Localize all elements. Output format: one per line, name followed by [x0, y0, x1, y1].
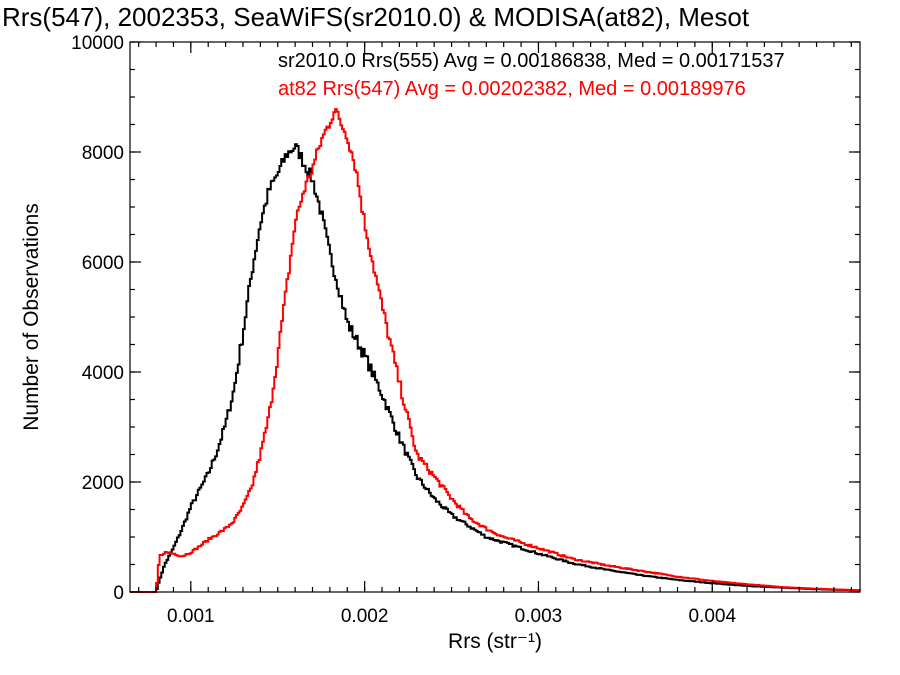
x-tick-label: 0.002 [341, 606, 389, 627]
y-axis-label: Number of Observations [20, 203, 43, 431]
chart-title: Rrs(547), 2002353, SeaWiFS(sr2010.0) & M… [2, 2, 750, 32]
x-tick-label: 0.003 [515, 606, 563, 627]
y-tick-label: 2000 [82, 473, 124, 494]
ticks-layer: 0.001 0.002 0.003 0.004 0 2000 4000 6000 8000 100… [71, 33, 860, 627]
series-layer [130, 108, 861, 593]
series-line-at82 [130, 108, 861, 593]
plot-frame [129, 41, 861, 593]
y-tick-label: 4000 [82, 363, 124, 384]
x-tick-label: 0.001 [167, 606, 215, 627]
x-axis-label: Rrs (str⁻¹) [448, 630, 542, 653]
y-tick-label: 8000 [82, 143, 124, 164]
legend-entry-at82: at82 Rrs(547) Avg = 0.00202382, Med = 0.… [278, 78, 746, 100]
series-line-sr2010 [130, 143, 860, 593]
x-tick-label: 0.004 [688, 606, 736, 627]
y-tick-label: 10000 [71, 33, 124, 54]
y-tick-label: 6000 [82, 253, 124, 274]
y-tick-label: 0 [113, 583, 124, 604]
legend-entry-sr2010: sr2010.0 Rrs(555) Avg = 0.00186838, Med … [278, 50, 785, 72]
